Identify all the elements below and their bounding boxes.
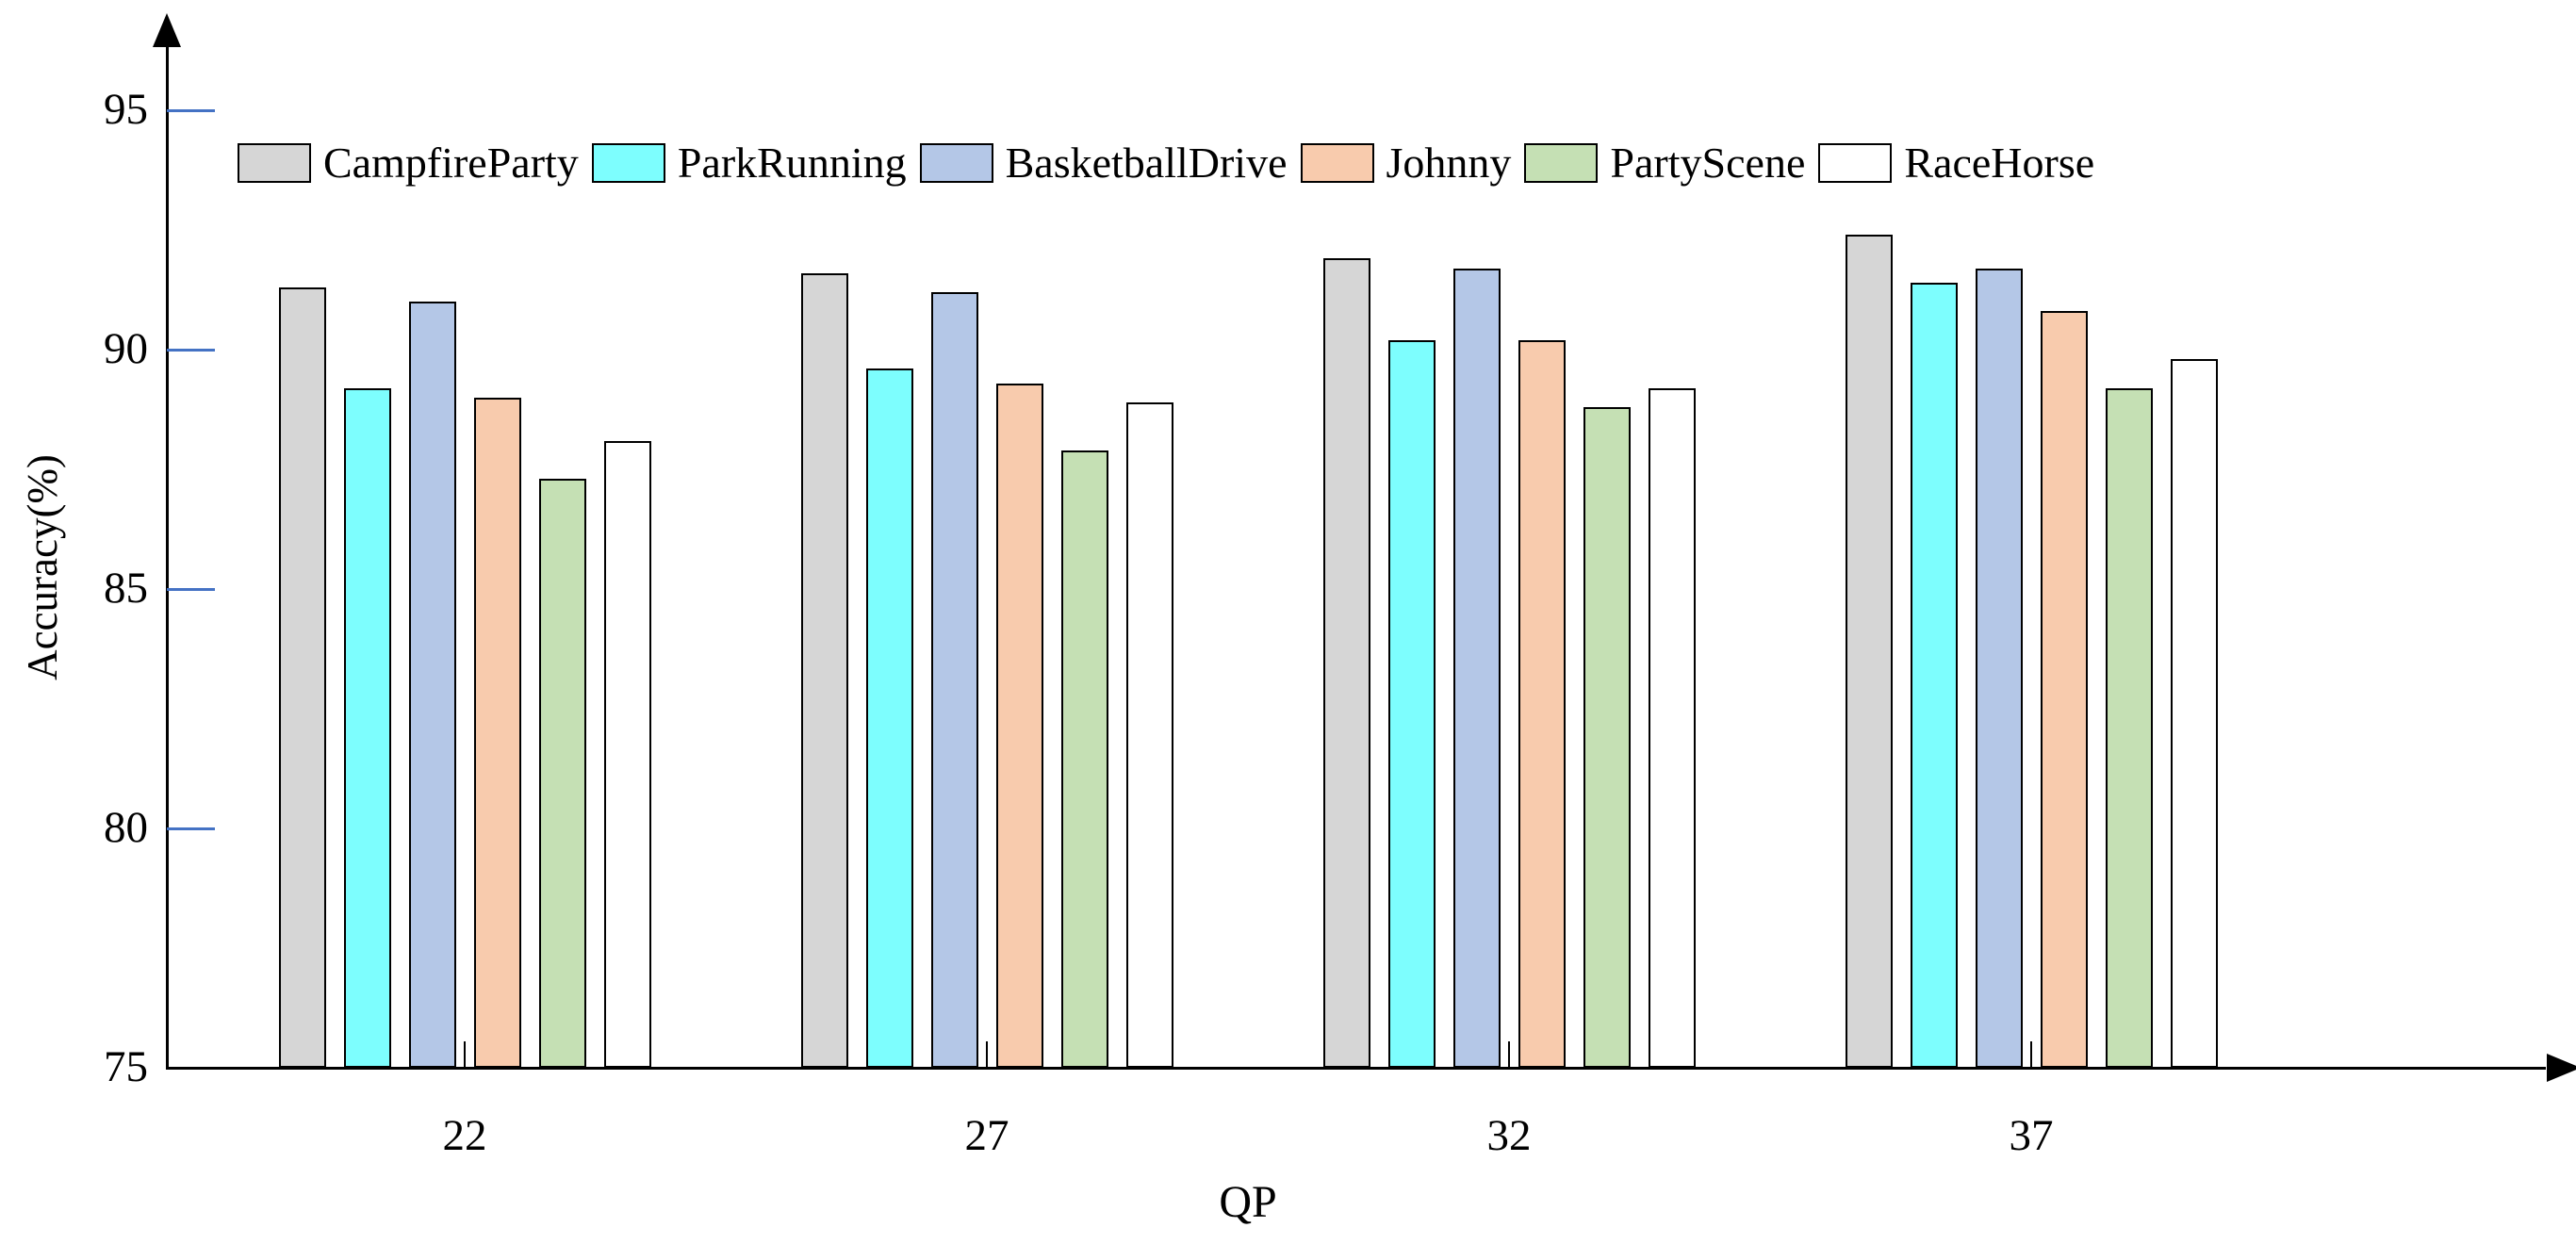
y-axis-line — [165, 38, 169, 1068]
bar-Johnny-qp27 — [995, 383, 1043, 1068]
y-tick-label: 75 — [104, 1042, 148, 1091]
x-tick-mark — [986, 1041, 988, 1068]
legend-item-Johnny: Johnny — [1300, 139, 1512, 187]
x-tick-label: 22 — [442, 1111, 487, 1160]
bar-CampfireParty-qp27 — [800, 272, 848, 1068]
bar-Johnny-qp32 — [1518, 339, 1566, 1068]
y-tick-dash — [167, 827, 215, 830]
legend-item-PartyScene: PartyScene — [1524, 141, 1805, 185]
y-axis-arrow-icon — [153, 13, 181, 47]
legend-item-ParkRunning: ParkRunning — [591, 139, 907, 187]
bar-BasketballDrive-qp37 — [1975, 268, 2023, 1068]
bar-RaceHorse-qp37 — [2170, 359, 2218, 1068]
legend-label: PartyScene — [1610, 139, 1806, 187]
x-tick-mark — [2030, 1041, 2032, 1068]
legend-swatch-CampfireParty — [238, 143, 311, 183]
bar-PartyScene-qp27 — [1060, 450, 1108, 1068]
bar-PartyScene-qp32 — [1583, 406, 1631, 1068]
y-tick-dash — [167, 587, 215, 591]
y-tick-label: 85 — [104, 564, 148, 613]
bar-CampfireParty-qp22 — [278, 286, 326, 1068]
bar-RaceHorse-qp32 — [1648, 387, 1696, 1068]
legend-item-RaceHorse: RaceHorse — [1818, 141, 2094, 185]
bar-BasketballDrive-qp22 — [408, 302, 456, 1068]
bar-ParkRunning-qp32 — [1387, 339, 1436, 1068]
legend: CampfireParty ParkRunning BasketballDrive J… — [238, 141, 2108, 185]
y-tick-dash — [167, 348, 215, 352]
legend-item-CampfireParty: CampfireParty — [238, 141, 579, 185]
bar-ParkRunning-qp22 — [343, 387, 391, 1068]
y-tick-label: 80 — [104, 803, 148, 852]
x-tick-label: 27 — [964, 1111, 1009, 1160]
bar-Johnny-qp22 — [473, 397, 521, 1068]
y-tick-label: 90 — [104, 324, 148, 373]
x-axis-title: QP — [1219, 1177, 1277, 1227]
bar-CampfireParty-qp37 — [1845, 235, 1893, 1068]
x-tick-label: 37 — [2009, 1111, 2054, 1160]
legend-swatch-Johnny — [1300, 143, 1374, 183]
legend-swatch-ParkRunning — [591, 143, 665, 183]
y-tick-dash — [167, 108, 215, 112]
bar-BasketballDrive-qp27 — [930, 292, 978, 1068]
legend-swatch-BasketballDrive — [919, 143, 993, 183]
legend-label: Johnny — [1386, 139, 1512, 187]
bar-BasketballDrive-qp32 — [1452, 268, 1501, 1068]
bar-ParkRunning-qp27 — [865, 368, 913, 1068]
legend-swatch-PartyScene — [1524, 143, 1599, 183]
bar-PartyScene-qp37 — [2105, 387, 2153, 1068]
bar-PartyScene-qp22 — [538, 479, 586, 1068]
bar-ParkRunning-qp37 — [1910, 282, 1958, 1068]
bar-RaceHorse-qp27 — [1125, 401, 1173, 1068]
x-axis-line — [165, 1066, 2546, 1070]
legend-item-BasketballDrive: BasketballDrive — [919, 139, 1288, 187]
legend-label: ParkRunning — [677, 139, 907, 187]
y-tick-label: 95 — [104, 85, 148, 134]
bar-Johnny-qp37 — [2040, 311, 2088, 1068]
legend-label: CampfireParty — [323, 139, 579, 187]
x-tick-mark — [464, 1041, 466, 1068]
legend-swatch-RaceHorse — [1818, 143, 1893, 183]
legend-label: RaceHorse — [1904, 139, 2095, 187]
legend-label: BasketballDrive — [1005, 139, 1288, 187]
x-tick-label: 32 — [1486, 1111, 1532, 1160]
bar-RaceHorse-qp22 — [603, 440, 651, 1068]
bar-CampfireParty-qp32 — [1322, 258, 1370, 1068]
x-tick-mark — [1508, 1041, 1510, 1068]
x-axis-arrow-icon — [2547, 1054, 2576, 1082]
